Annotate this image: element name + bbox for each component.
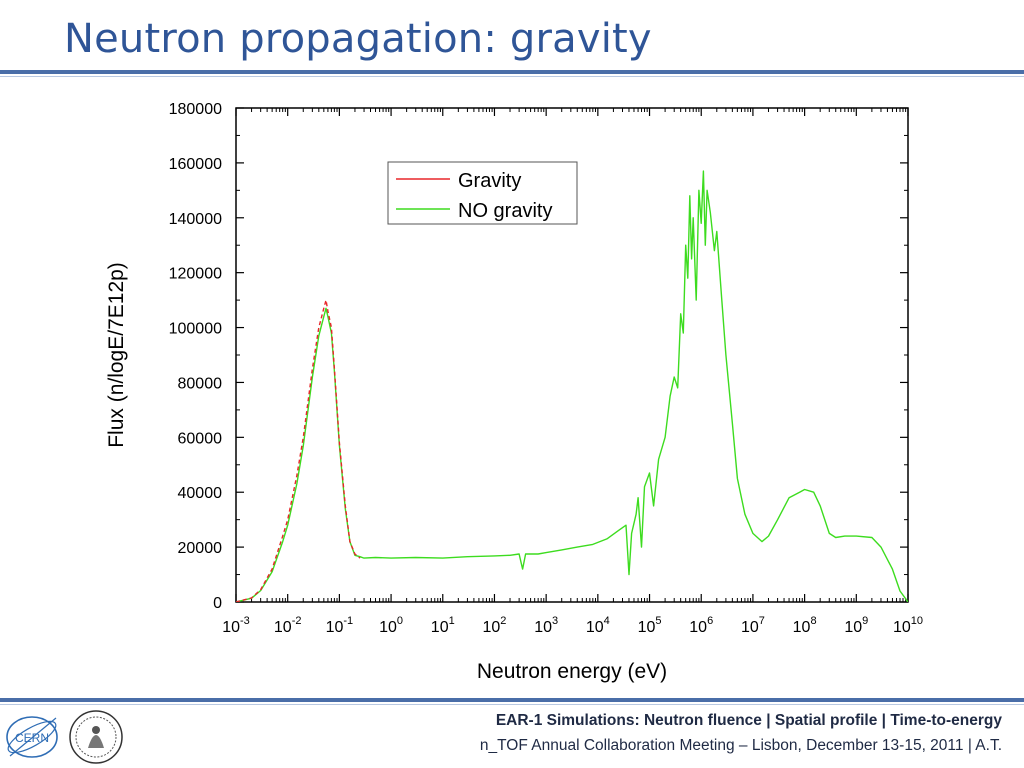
x-tick-label: 104: [586, 615, 610, 636]
x-axis: 10-3 10-2 10-1 100 101 102 103 104 105 106 107 108 1…: [222, 108, 923, 636]
y-tick-label: 80000: [178, 375, 223, 392]
footer-title: EAR-1 Simulations: Neutron fluence | Spa…: [495, 712, 1002, 729]
x-tick-label: 10-1: [326, 615, 354, 636]
title-divider: [0, 70, 1024, 74]
legend-label-no-gravity: NO gravity: [458, 200, 552, 222]
legend-label-gravity: Gravity: [458, 170, 521, 192]
x-tick-label: 1010: [893, 615, 923, 636]
x-axis-label: Neutron energy (eV): [477, 660, 667, 683]
legend: Gravity NO gravity: [387, 161, 578, 225]
x-tick-label: 103: [534, 615, 558, 636]
page-title: Neutron propagation: gravity: [64, 16, 652, 62]
series-line-no-gravity: [236, 170, 908, 602]
x-tick-label: 101: [431, 615, 455, 636]
series-line-gravity: [236, 299, 361, 602]
cern-logo-icon: CERN: [6, 716, 58, 758]
x-tick-label: 105: [638, 615, 662, 636]
y-axis-label: Flux (n/logE/7E12p): [105, 262, 128, 448]
y-tick-label: 60000: [178, 430, 223, 447]
y-tick-label: 20000: [178, 540, 223, 557]
x-tick-label: 107: [741, 615, 765, 636]
x-tick-label: 108: [793, 615, 817, 636]
series-layer: [236, 170, 908, 602]
footer-divider: [0, 698, 1024, 702]
x-tick-label: 10-2: [274, 615, 302, 636]
x-tick-label: 10-3: [222, 615, 250, 636]
legend-box: [387, 161, 578, 225]
flux-chart: 10-3 10-2 10-1 100 101 102 103 104 105 106 107 108 1…: [105, 101, 923, 683]
x-tick-label: 106: [689, 615, 713, 636]
x-tick-label: 102: [483, 615, 507, 636]
cern-logo-text: CERN: [15, 731, 49, 745]
university-seal-icon: [69, 710, 123, 764]
x-tick-label: 100: [379, 615, 403, 636]
x-tick-label: 109: [844, 615, 868, 636]
y-tick-label: 180000: [169, 101, 222, 118]
y-tick-label: 100000: [169, 321, 222, 338]
y-axis: 0 20000 40000 60000 80000 100000 120000 140000 1…: [169, 101, 908, 612]
y-tick-label: 120000: [169, 266, 222, 283]
y-tick-label: 40000: [178, 485, 223, 502]
title-divider-thin: [0, 76, 1024, 77]
y-tick-label: 140000: [169, 211, 222, 228]
y-tick-label: 160000: [169, 156, 222, 173]
footer-subtitle: n_TOF Annual Collaboration Meeting – Lis…: [479, 737, 1002, 754]
y-tick-label: 0: [213, 595, 222, 612]
footer-divider-thin: [0, 704, 1024, 705]
